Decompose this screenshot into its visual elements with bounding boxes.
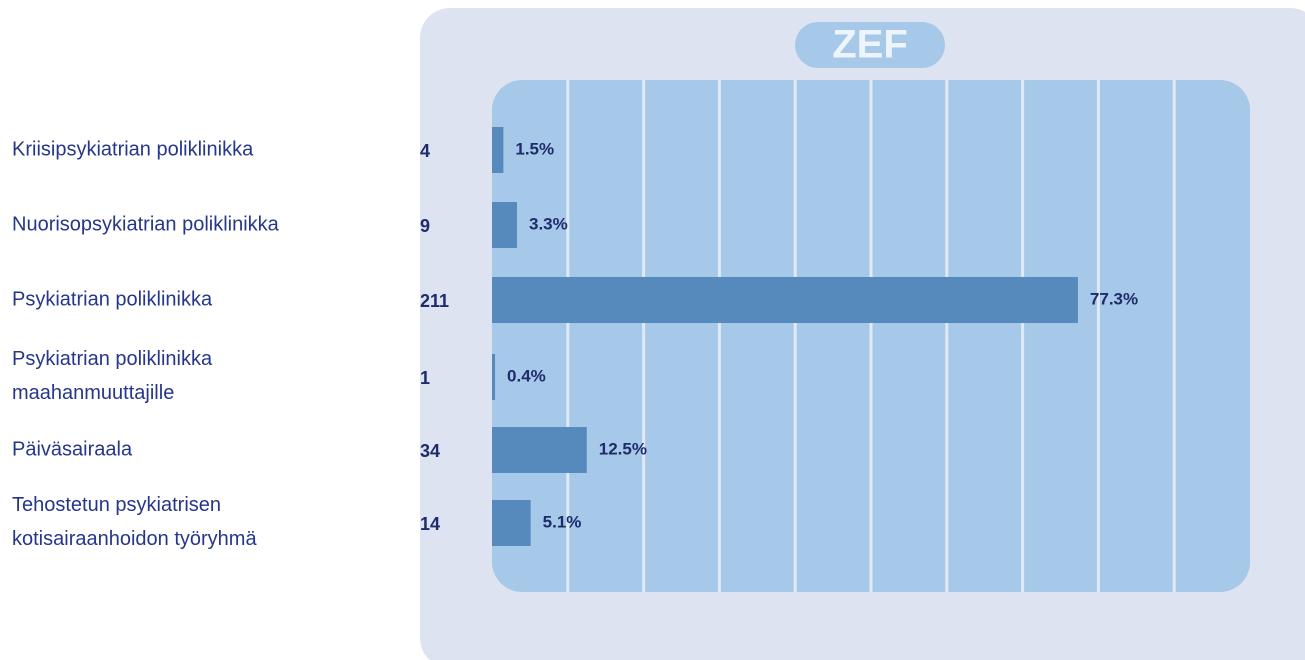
count-label: 34 xyxy=(420,441,440,461)
value-label: 5.1% xyxy=(543,512,582,531)
bar xyxy=(492,354,496,400)
count-label: 211 xyxy=(420,291,449,311)
bar xyxy=(492,500,531,546)
category-label: Tehostetun psykiatrisen kotisairaanhoidon… xyxy=(12,494,257,550)
category-label: Psykiatrian poliklinikka xyxy=(12,288,213,310)
category-label: Nuorisopsykiatrian poliklinikka xyxy=(12,213,280,235)
value-label: 1.5% xyxy=(515,139,554,158)
bar xyxy=(492,202,518,248)
count-label: 14 xyxy=(420,514,440,534)
logo-pill xyxy=(795,22,945,68)
bar xyxy=(492,127,504,173)
count-label: 4 xyxy=(420,141,430,161)
value-label: 3.3% xyxy=(529,214,568,233)
logo: ZEF xyxy=(832,23,908,67)
category-label: Psykiatrian poliklinikka maahanmuuttajill… xyxy=(12,348,213,404)
value-label: 77.3% xyxy=(1090,289,1138,308)
category-label: Kriisipsykiatrian poliklinikka xyxy=(12,138,254,160)
count-label: 1 xyxy=(420,368,430,388)
value-label: 0.4% xyxy=(507,366,546,385)
bar xyxy=(492,277,1078,323)
category-label: Päiväsairaala xyxy=(12,438,133,460)
count-label: 9 xyxy=(420,216,430,236)
bar xyxy=(492,427,587,473)
value-label: 12.5% xyxy=(599,439,647,458)
